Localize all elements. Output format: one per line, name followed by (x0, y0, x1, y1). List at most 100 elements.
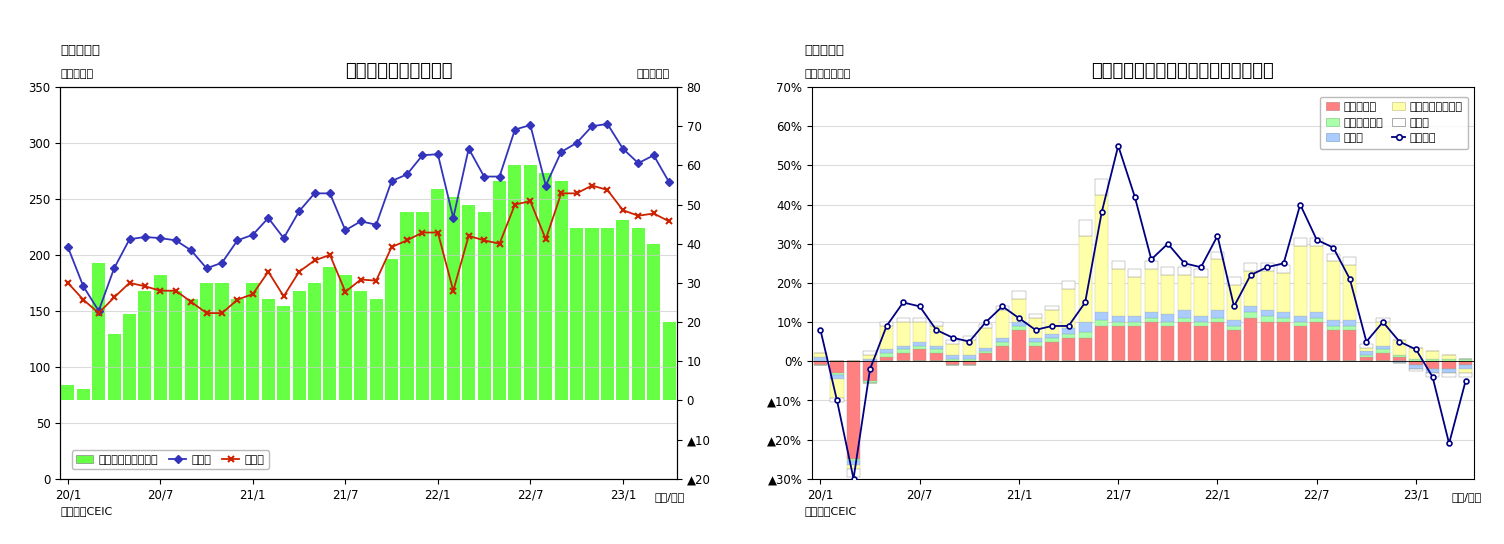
Bar (929, 322, 943, 326)
Bar (1095, 326, 1108, 361)
Bar (1459, 365, 1472, 369)
Bar (153, 275, 167, 400)
Bar (170, 290, 182, 400)
Bar (1095, 179, 1108, 195)
Text: （図表７）: （図表７） (60, 44, 101, 57)
Bar (946, 359, 960, 361)
Text: （億ドル）: （億ドル） (636, 69, 669, 79)
Bar (1277, 322, 1290, 361)
Bar (863, 351, 877, 355)
Bar (830, 373, 844, 375)
Bar (478, 212, 490, 400)
Bar (1078, 338, 1092, 361)
Bar (1161, 267, 1175, 275)
Bar (1343, 257, 1357, 265)
Bar (1062, 328, 1075, 334)
Bar (830, 398, 844, 403)
Text: （図表８）: （図表８） (805, 44, 845, 57)
Bar (913, 349, 926, 361)
Bar (847, 459, 860, 461)
Bar (447, 197, 460, 400)
Bar (913, 342, 926, 345)
Bar (929, 345, 943, 349)
Text: （資料）CEIC: （資料）CEIC (60, 506, 113, 516)
Bar (1194, 316, 1208, 322)
Bar (1161, 314, 1175, 322)
Bar (1293, 326, 1307, 361)
Bar (1078, 220, 1092, 236)
Bar (913, 345, 926, 349)
Bar (830, 379, 844, 398)
Bar (508, 165, 522, 400)
Legend: 銃物性燃料, 動植物性油脂, 製造品, 機械・輸送用機器, その他, 輸出合計: 銃物性燃料, 動植物性油脂, 製造品, 機械・輸送用機器, その他, 輸出合計 (1321, 96, 1468, 149)
Bar (1459, 373, 1472, 377)
Bar (1426, 369, 1439, 373)
Bar (1277, 273, 1290, 312)
Bar (585, 228, 599, 400)
Bar (1062, 289, 1075, 328)
Bar (355, 290, 367, 400)
Bar (1360, 351, 1373, 355)
Bar (1227, 277, 1241, 285)
Bar (1012, 322, 1026, 326)
Bar (1393, 339, 1406, 355)
Bar (863, 361, 877, 381)
Bar (1343, 265, 1357, 320)
Bar (1227, 285, 1241, 320)
Bar (1244, 271, 1257, 306)
Bar (632, 228, 645, 400)
Bar (979, 354, 993, 361)
Bar (432, 189, 444, 400)
Bar (880, 354, 893, 357)
Bar (1277, 265, 1290, 273)
Bar (462, 205, 475, 400)
Bar (880, 326, 893, 349)
Bar (1078, 332, 1092, 338)
Bar (138, 290, 152, 400)
Bar (946, 355, 960, 359)
Bar (1409, 348, 1423, 359)
Bar (1111, 316, 1125, 322)
Bar (1211, 322, 1224, 361)
Bar (814, 357, 827, 361)
Bar (1409, 361, 1423, 365)
Bar (979, 324, 993, 328)
Bar (1128, 316, 1142, 322)
Bar (1442, 369, 1456, 373)
Bar (1111, 269, 1125, 316)
Bar (847, 465, 860, 469)
Bar (1343, 320, 1357, 326)
Bar (1227, 330, 1241, 361)
Bar (1178, 275, 1191, 310)
Bar (400, 212, 414, 400)
Bar (1260, 322, 1274, 361)
Bar (1111, 261, 1125, 269)
Legend: 貳易収支（右目盛）, 輸出額, 輸入額: 貳易収支（右目盛）, 輸出額, 輸入額 (72, 450, 269, 469)
Title: マレーシア　輸出の伸び率（品目別）: マレーシア 輸出の伸び率（品目別） (1092, 62, 1274, 80)
Bar (963, 339, 976, 355)
Bar (1045, 334, 1059, 338)
Bar (1128, 326, 1142, 361)
Bar (996, 306, 1009, 310)
Bar (1128, 322, 1142, 326)
Bar (1343, 330, 1357, 361)
Bar (1393, 361, 1406, 363)
Bar (929, 349, 943, 354)
Bar (108, 334, 120, 400)
Bar (1293, 238, 1307, 246)
Bar (1095, 195, 1108, 312)
Bar (1062, 338, 1075, 361)
Bar (913, 322, 926, 342)
Bar (262, 299, 275, 400)
Bar (92, 263, 105, 400)
Bar (1045, 306, 1059, 310)
Bar (1343, 326, 1357, 330)
Bar (1062, 334, 1075, 338)
Bar (1095, 320, 1108, 326)
Bar (880, 357, 893, 361)
Bar (1145, 269, 1158, 312)
Bar (200, 283, 214, 400)
Bar (1244, 263, 1257, 271)
Bar (1442, 373, 1456, 377)
Bar (1376, 354, 1390, 361)
